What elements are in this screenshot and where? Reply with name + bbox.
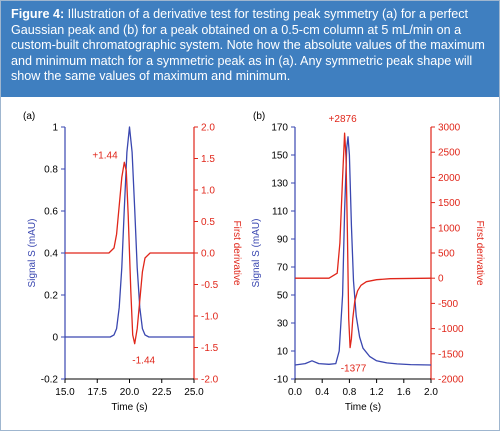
x-tick-label: 20.0 xyxy=(120,387,140,398)
extremum-annotation: +1.44 xyxy=(92,151,118,162)
right-y-axis-title: First derivative xyxy=(231,220,242,285)
right-y-axis-title: First derivative xyxy=(474,220,485,285)
left-y-tick-label: 150 xyxy=(271,151,288,162)
left-y-tick-label: 170 xyxy=(271,123,288,134)
signal-series-line xyxy=(65,126,194,338)
right-y-tick-label: 500 xyxy=(438,249,455,260)
left-y-tick-label: 0.2 xyxy=(44,291,58,302)
right-y-tick-label: 3000 xyxy=(438,123,461,134)
left-y-tick-label: 0.4 xyxy=(44,249,58,260)
x-tick-label: 0.8 xyxy=(342,387,356,398)
left-y-axis-title: Signal S (mAU) xyxy=(27,219,38,288)
left-y-tick-label: -0.2 xyxy=(41,375,59,386)
left-y-tick-label: 0 xyxy=(52,333,58,344)
x-tick-label: 0.4 xyxy=(315,387,329,398)
left-y-tick-label: 130 xyxy=(271,179,288,190)
x-tick-label: 0.0 xyxy=(288,387,302,398)
derivative-series-line xyxy=(295,132,432,349)
right-y-tick-label: 1000 xyxy=(438,223,461,234)
caption-text: Illustration of a derivative test for te… xyxy=(11,7,485,84)
left-y-tick-label: 30 xyxy=(277,319,289,330)
right-y-tick-label: 0.5 xyxy=(201,217,215,228)
right-y-tick-label: 0.0 xyxy=(201,249,215,260)
x-tick-label: 2.0 xyxy=(424,387,438,398)
right-y-tick-label: 0 xyxy=(438,274,444,285)
x-tick-label: 17.5 xyxy=(88,387,108,398)
right-y-tick-label: 1.5 xyxy=(201,154,215,165)
left-y-tick-label: 0.6 xyxy=(44,207,58,218)
left-y-tick-label: 10 xyxy=(277,347,289,358)
right-y-tick-label: -1000 xyxy=(438,324,464,335)
right-y-tick-label: -0.5 xyxy=(201,280,219,291)
left-y-tick-label: 1 xyxy=(52,123,58,134)
x-tick-label: 1.2 xyxy=(370,387,384,398)
plot-area: (a) 15.0 17.5 20.0 22.5 25.0 Time (s) -0.2 0 0.2 0… xyxy=(1,97,499,430)
left-y-axis-title: Signal S (mAU) xyxy=(251,219,262,288)
x-tick-label: 25.0 xyxy=(184,387,204,398)
left-y-tick-label: 70 xyxy=(277,263,289,274)
right-y-tick-label: -2.0 xyxy=(201,375,219,386)
right-y-tick-label: -2000 xyxy=(438,375,464,386)
extremum-annotation: -1.44 xyxy=(132,355,155,366)
signal-series-line xyxy=(294,136,432,366)
x-tick-label: 15.0 xyxy=(55,387,75,398)
panel-label: (a) xyxy=(23,111,35,122)
right-y-tick-label: 2.0 xyxy=(201,123,215,134)
x-axis-title: Time (s) xyxy=(345,402,381,413)
extremum-annotation: +2876 xyxy=(329,114,358,125)
right-y-tick-label: 2000 xyxy=(438,173,461,184)
figure-caption: Figure 4: Illustration of a derivative t… xyxy=(1,1,499,97)
right-y-tick-label: -500 xyxy=(438,299,458,310)
derivative-series-line xyxy=(65,161,194,345)
left-y-tick-label: -10 xyxy=(274,375,289,386)
caption-label: Figure 4: xyxy=(11,7,65,21)
x-tick-label: 22.5 xyxy=(152,387,172,398)
left-y-tick-label: 90 xyxy=(277,235,289,246)
right-y-tick-label: 1500 xyxy=(438,198,461,209)
right-y-tick-label: 2500 xyxy=(438,148,461,159)
extremum-annotation: -1377 xyxy=(341,363,367,374)
right-y-tick-label: -1500 xyxy=(438,349,464,360)
right-y-tick-label: -1.5 xyxy=(201,343,219,354)
right-y-tick-label: -1.0 xyxy=(201,312,219,323)
charts-svg: (a) 15.0 17.5 20.0 22.5 25.0 Time (s) -0.2 0 0.2 0… xyxy=(23,111,485,413)
x-tick-label: 1.6 xyxy=(397,387,411,398)
left-y-tick-label: 50 xyxy=(277,291,289,302)
chart-panel-a: (a) 15.0 17.5 20.0 22.5 25.0 Time (s) -0.2 0 0.2 0… xyxy=(23,111,242,413)
left-y-tick-label: 0.8 xyxy=(44,165,58,176)
panel-label: (b) xyxy=(253,111,265,122)
left-y-tick-label: 110 xyxy=(272,207,288,218)
chart-panel-b: (b) 0.0 0.4 0.8 1.2 1.6 2.0 Time (s) -10 10 30 50 70… xyxy=(251,111,485,413)
right-y-tick-label: 1.0 xyxy=(201,186,215,197)
x-axis-title: Time (s) xyxy=(111,402,147,413)
